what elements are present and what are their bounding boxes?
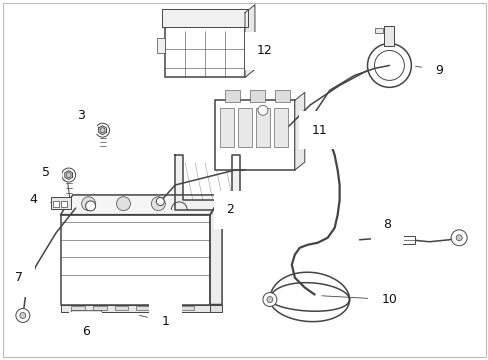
Text: 4: 4 bbox=[29, 193, 52, 206]
Circle shape bbox=[81, 197, 95, 211]
Bar bbox=[136, 306, 150, 310]
Polygon shape bbox=[175, 155, 240, 210]
Bar bbox=[114, 306, 128, 310]
Bar bbox=[224, 90, 240, 102]
Polygon shape bbox=[65, 171, 72, 180]
Circle shape bbox=[266, 297, 272, 302]
Circle shape bbox=[258, 105, 267, 115]
Text: 10: 10 bbox=[321, 293, 397, 306]
Bar bbox=[92, 306, 106, 310]
Circle shape bbox=[100, 128, 105, 133]
Polygon shape bbox=[99, 126, 106, 135]
Bar bbox=[375, 28, 383, 32]
Circle shape bbox=[16, 309, 30, 323]
Bar bbox=[238, 108, 251, 147]
Text: 2: 2 bbox=[211, 203, 234, 216]
Polygon shape bbox=[294, 92, 304, 170]
Bar bbox=[61, 215, 210, 305]
Bar bbox=[158, 306, 172, 310]
Bar bbox=[378, 234, 389, 242]
Bar bbox=[220, 108, 234, 147]
Circle shape bbox=[116, 197, 130, 211]
Bar bbox=[210, 305, 222, 312]
Bar bbox=[162, 9, 247, 27]
Bar bbox=[180, 306, 194, 310]
Bar bbox=[255, 108, 269, 147]
Bar bbox=[274, 90, 289, 102]
Text: 1: 1 bbox=[139, 315, 169, 328]
Polygon shape bbox=[244, 5, 254, 77]
Text: 11: 11 bbox=[303, 124, 327, 137]
Circle shape bbox=[66, 172, 71, 177]
Bar bbox=[68, 315, 90, 327]
Bar bbox=[71, 306, 84, 310]
Bar bbox=[71, 310, 101, 316]
Bar bbox=[273, 108, 287, 147]
Bar bbox=[403, 236, 414, 244]
Polygon shape bbox=[61, 195, 222, 215]
Circle shape bbox=[450, 230, 466, 246]
Text: 12: 12 bbox=[253, 44, 272, 57]
Circle shape bbox=[151, 197, 165, 211]
Bar bbox=[157, 37, 165, 54]
Text: 8: 8 bbox=[383, 218, 394, 236]
Circle shape bbox=[20, 312, 26, 319]
Bar bbox=[61, 305, 210, 312]
Circle shape bbox=[95, 123, 109, 137]
Text: 9: 9 bbox=[415, 64, 442, 77]
Text: 5: 5 bbox=[41, 166, 65, 180]
Bar bbox=[165, 13, 244, 77]
Text: 3: 3 bbox=[77, 109, 99, 128]
Polygon shape bbox=[210, 195, 222, 305]
Circle shape bbox=[85, 201, 95, 211]
Circle shape bbox=[263, 293, 276, 306]
Bar bbox=[51, 197, 71, 209]
Bar bbox=[61, 201, 66, 207]
Circle shape bbox=[156, 198, 164, 206]
Text: 7: 7 bbox=[15, 271, 24, 290]
Bar bbox=[249, 90, 264, 102]
Bar bbox=[53, 201, 59, 207]
Bar bbox=[384, 26, 394, 45]
Bar bbox=[215, 100, 294, 170]
Circle shape bbox=[455, 235, 461, 241]
Bar bbox=[73, 324, 81, 338]
Text: 6: 6 bbox=[81, 324, 89, 338]
Circle shape bbox=[61, 168, 76, 182]
